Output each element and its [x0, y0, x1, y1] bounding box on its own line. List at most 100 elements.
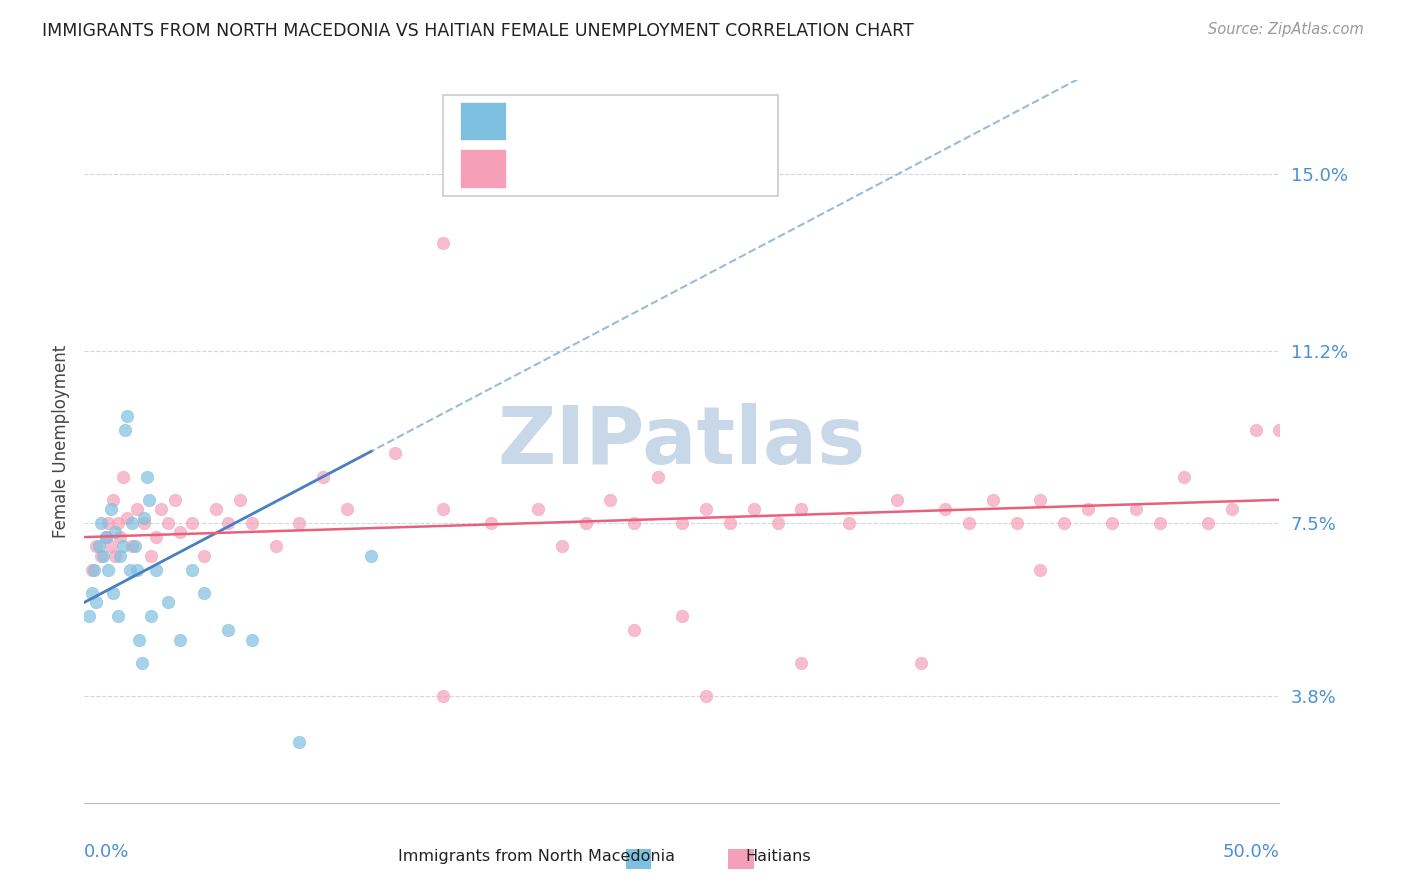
Point [790, 656, 813, 670]
Point [93, 549, 115, 563]
Point [124, 540, 146, 554]
Point [671, 516, 693, 530]
Point [599, 492, 621, 507]
Point [157, 595, 180, 609]
Text: Haitians: Haitians [745, 849, 811, 863]
Point [1244, 423, 1267, 437]
Point [886, 492, 908, 507]
Point [149, 502, 172, 516]
Point [100, 502, 122, 516]
Point [647, 469, 669, 483]
Point [193, 549, 215, 563]
Point [138, 492, 160, 507]
Point [432, 236, 454, 251]
Point [1220, 502, 1243, 516]
Point [1101, 516, 1123, 530]
Point [125, 563, 148, 577]
Point [145, 530, 167, 544]
Point [981, 492, 1004, 507]
Point [165, 492, 187, 507]
Point [90, 549, 112, 563]
Point [312, 469, 335, 483]
Point [100, 540, 122, 554]
Point [217, 624, 239, 638]
Point [551, 540, 574, 554]
Point [132, 516, 156, 530]
Point [1029, 563, 1052, 577]
Point [169, 525, 191, 540]
Text: 50.0%: 50.0% [1223, 843, 1279, 861]
Point [623, 516, 645, 530]
Point [111, 469, 134, 483]
Point [1268, 423, 1291, 437]
Point [80, 563, 103, 577]
Point [671, 609, 693, 624]
Text: Source: ZipAtlas.com: Source: ZipAtlas.com [1208, 22, 1364, 37]
Point [131, 656, 153, 670]
Point [94, 530, 117, 544]
Point [217, 516, 239, 530]
Point [1005, 516, 1028, 530]
Point [229, 492, 252, 507]
Point [110, 549, 132, 563]
Point [97, 516, 120, 530]
Point [90, 516, 112, 530]
Point [141, 609, 163, 624]
Point [910, 656, 932, 670]
Point [135, 469, 157, 483]
Point [128, 632, 150, 647]
Point [181, 516, 204, 530]
Point [104, 525, 127, 540]
Point [957, 516, 980, 530]
Point [623, 624, 645, 638]
Point [94, 530, 117, 544]
Point [695, 689, 717, 703]
Point [86, 540, 108, 554]
Point [1173, 469, 1195, 483]
Point [107, 516, 129, 530]
Text: Immigrants from North Macedonia: Immigrants from North Macedonia [398, 849, 675, 863]
Point [384, 446, 406, 460]
Point [432, 689, 454, 703]
Point [742, 502, 765, 516]
Point [107, 609, 129, 624]
Point [205, 502, 228, 516]
Point [336, 502, 359, 516]
Point [264, 540, 287, 554]
Point [695, 502, 717, 516]
Point [527, 502, 550, 516]
Point [240, 632, 263, 647]
Point [288, 516, 311, 530]
Point [432, 502, 454, 516]
Point [101, 492, 124, 507]
Y-axis label: Female Unemployment: Female Unemployment [52, 345, 70, 538]
Point [145, 563, 167, 577]
Point [1077, 502, 1099, 516]
Text: IMMIGRANTS FROM NORTH MACEDONIA VS HAITIAN FEMALE UNEMPLOYMENT CORRELATION CHART: IMMIGRANTS FROM NORTH MACEDONIA VS HAITI… [42, 22, 914, 40]
Point [360, 549, 382, 563]
Point [1149, 516, 1171, 530]
Point [157, 516, 180, 530]
Point [1053, 516, 1076, 530]
Point [121, 540, 143, 554]
Point [117, 511, 139, 525]
Point [101, 586, 124, 600]
Point [1197, 516, 1219, 530]
Point [1029, 492, 1052, 507]
Point [121, 516, 143, 530]
Point [83, 563, 105, 577]
Point [479, 516, 502, 530]
Point [97, 563, 120, 577]
Point [114, 423, 136, 437]
Point [77, 609, 100, 624]
Text: 0.0%: 0.0% [84, 843, 129, 861]
Point [118, 563, 141, 577]
Point [718, 516, 741, 530]
Point [575, 516, 598, 530]
Point [240, 516, 263, 530]
Point [766, 516, 789, 530]
Point [86, 595, 108, 609]
Text: ZIPatlas: ZIPatlas [498, 402, 866, 481]
Point [169, 632, 191, 647]
Point [288, 735, 311, 749]
